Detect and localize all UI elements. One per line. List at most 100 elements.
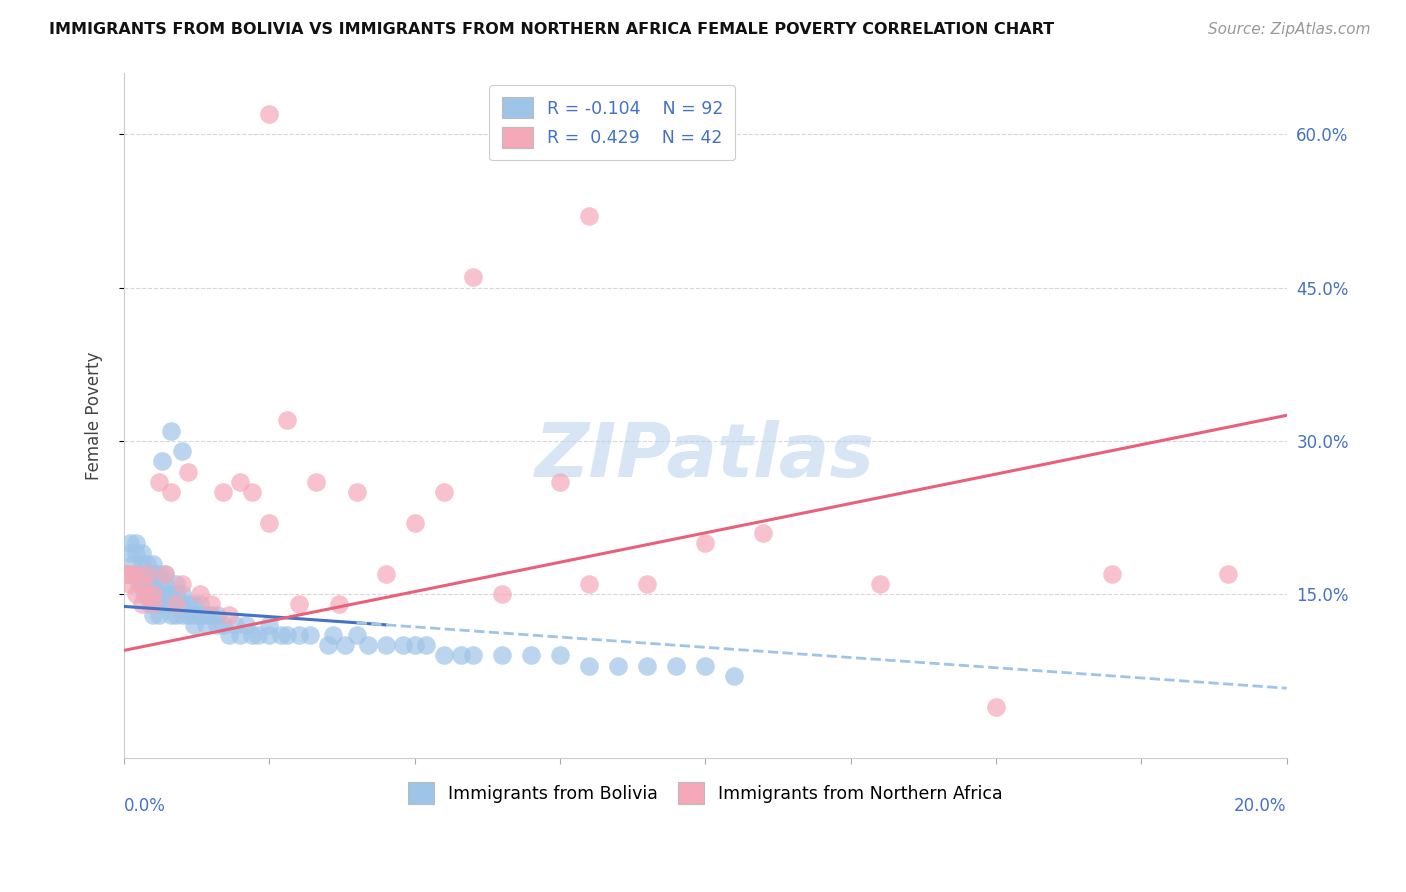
Point: [165, 577, 187, 591]
Point: [142, 577, 165, 591]
Point: [578, 209, 600, 223]
Point: [139, 598, 162, 612]
Point: [153, 566, 176, 581]
Point: [142, 566, 165, 581]
Point: [165, 587, 187, 601]
Point: [159, 598, 181, 612]
Point: [159, 607, 181, 622]
Point: [131, 598, 153, 612]
Legend: Immigrants from Bolivia, Immigrants from Northern Africa: Immigrants from Bolivia, Immigrants from…: [401, 775, 1010, 811]
Point: [491, 587, 513, 601]
Point: [723, 669, 745, 683]
Point: [212, 617, 235, 632]
Point: [136, 577, 159, 591]
Point: [131, 577, 153, 591]
Point: [148, 598, 170, 612]
Text: 0.0%: 0.0%: [124, 797, 166, 814]
Point: [328, 598, 350, 612]
Point: [142, 557, 165, 571]
Point: [374, 638, 396, 652]
Point: [357, 638, 380, 652]
Point: [200, 607, 222, 622]
Point: [131, 566, 153, 581]
Point: [153, 587, 176, 601]
Point: [142, 598, 165, 612]
Point: [461, 270, 484, 285]
Point: [346, 628, 368, 642]
Point: [270, 628, 292, 642]
Point: [259, 107, 281, 121]
Point: [578, 658, 600, 673]
Point: [148, 566, 170, 581]
Point: [299, 628, 322, 642]
Point: [461, 648, 484, 663]
Point: [125, 566, 148, 581]
Point: [259, 617, 281, 632]
Point: [159, 424, 181, 438]
Point: [218, 607, 240, 622]
Point: [276, 628, 298, 642]
Point: [145, 587, 167, 601]
Point: [287, 598, 309, 612]
Point: [177, 465, 200, 479]
Point: [433, 648, 456, 663]
Point: [115, 566, 138, 581]
Text: ZIPatlas: ZIPatlas: [536, 420, 876, 493]
Point: [165, 598, 187, 612]
Point: [142, 598, 165, 612]
Point: [118, 546, 141, 560]
Point: [200, 598, 222, 612]
Point: [333, 638, 356, 652]
Point: [136, 557, 159, 571]
Text: 20.0%: 20.0%: [1234, 797, 1286, 814]
Point: [153, 577, 176, 591]
Point: [665, 658, 688, 673]
Point: [548, 648, 571, 663]
Point: [548, 475, 571, 489]
Point: [153, 566, 176, 581]
Point: [869, 577, 891, 591]
Point: [172, 607, 194, 622]
Point: [177, 607, 200, 622]
Point: [136, 566, 159, 581]
Point: [404, 638, 426, 652]
Point: [212, 485, 235, 500]
Point: [125, 536, 148, 550]
Point: [205, 607, 228, 622]
Point: [148, 607, 170, 622]
Point: [142, 587, 165, 601]
Point: [118, 536, 141, 550]
Point: [695, 658, 717, 673]
Point: [153, 598, 176, 612]
Point: [183, 607, 205, 622]
Point: [259, 628, 281, 642]
Point: [188, 598, 211, 612]
Point: [136, 566, 159, 581]
Point: [240, 485, 263, 500]
Point: [578, 577, 600, 591]
Point: [259, 516, 281, 530]
Point: [229, 628, 252, 642]
Point: [121, 557, 143, 571]
Point: [305, 475, 328, 489]
Point: [374, 566, 396, 581]
Point: [118, 577, 141, 591]
Point: [131, 546, 153, 560]
Point: [115, 566, 138, 581]
Point: [218, 628, 240, 642]
Point: [172, 577, 194, 591]
Point: [287, 628, 309, 642]
Point: [150, 454, 173, 468]
Point: [636, 577, 658, 591]
Point: [520, 648, 543, 663]
Text: Source: ZipAtlas.com: Source: ZipAtlas.com: [1208, 22, 1371, 37]
Point: [159, 587, 181, 601]
Point: [984, 699, 1007, 714]
Point: [636, 658, 658, 673]
Point: [142, 587, 165, 601]
Point: [172, 587, 194, 601]
Point: [148, 577, 170, 591]
Point: [125, 587, 148, 601]
Point: [392, 638, 415, 652]
Point: [1218, 566, 1240, 581]
